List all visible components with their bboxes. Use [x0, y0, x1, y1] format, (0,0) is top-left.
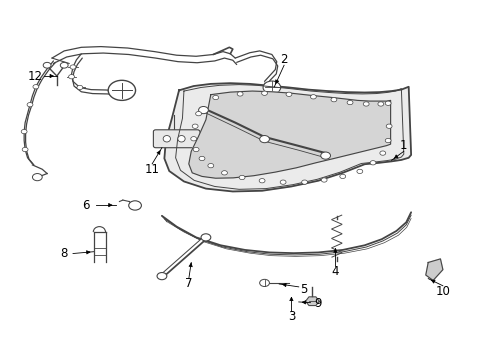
Circle shape: [21, 130, 27, 134]
Polygon shape: [306, 297, 319, 306]
Circle shape: [43, 62, 51, 68]
Text: 4: 4: [332, 265, 339, 278]
Text: 2: 2: [280, 53, 288, 66]
Circle shape: [129, 201, 142, 210]
Text: 8: 8: [61, 247, 68, 260]
Text: 5: 5: [300, 283, 307, 296]
Circle shape: [385, 138, 391, 143]
Text: 12: 12: [27, 69, 43, 82]
Text: 9: 9: [315, 297, 322, 310]
Circle shape: [311, 95, 317, 99]
Circle shape: [108, 80, 136, 100]
Circle shape: [22, 147, 28, 152]
Circle shape: [70, 65, 76, 69]
Circle shape: [60, 62, 68, 68]
Circle shape: [286, 92, 292, 96]
Circle shape: [260, 279, 270, 287]
Circle shape: [198, 107, 208, 114]
Circle shape: [192, 124, 198, 129]
Text: 6: 6: [82, 199, 90, 212]
Circle shape: [77, 85, 83, 90]
Circle shape: [33, 85, 39, 89]
Circle shape: [370, 161, 376, 165]
Circle shape: [239, 175, 245, 180]
Circle shape: [347, 100, 353, 105]
Circle shape: [363, 102, 369, 106]
Circle shape: [262, 91, 268, 95]
Circle shape: [321, 152, 331, 159]
Circle shape: [386, 124, 392, 129]
Circle shape: [380, 151, 386, 155]
Circle shape: [27, 103, 33, 107]
Text: 11: 11: [145, 163, 160, 176]
Ellipse shape: [178, 135, 185, 142]
Circle shape: [263, 81, 281, 94]
Circle shape: [191, 136, 196, 141]
Circle shape: [201, 234, 211, 241]
Circle shape: [321, 178, 327, 182]
Circle shape: [237, 92, 243, 96]
Circle shape: [196, 112, 201, 116]
Circle shape: [213, 95, 219, 100]
Polygon shape: [426, 259, 443, 280]
Text: 3: 3: [288, 310, 295, 323]
Circle shape: [260, 135, 270, 143]
Circle shape: [302, 180, 308, 184]
Circle shape: [32, 174, 42, 181]
Text: 7: 7: [185, 278, 193, 291]
Text: 10: 10: [436, 285, 450, 298]
Circle shape: [208, 163, 214, 168]
Polygon shape: [189, 91, 391, 178]
Circle shape: [331, 98, 337, 102]
Circle shape: [259, 179, 265, 183]
Text: 1: 1: [400, 139, 408, 152]
Circle shape: [221, 171, 227, 175]
Circle shape: [69, 75, 74, 79]
Circle shape: [357, 169, 363, 174]
FancyBboxPatch shape: [153, 130, 200, 148]
Circle shape: [378, 102, 384, 106]
Ellipse shape: [163, 135, 171, 142]
Circle shape: [199, 156, 205, 161]
Circle shape: [340, 174, 345, 179]
Circle shape: [193, 147, 199, 152]
Circle shape: [385, 101, 391, 105]
Polygon shape: [164, 83, 411, 192]
Circle shape: [157, 273, 167, 280]
Circle shape: [280, 180, 286, 184]
